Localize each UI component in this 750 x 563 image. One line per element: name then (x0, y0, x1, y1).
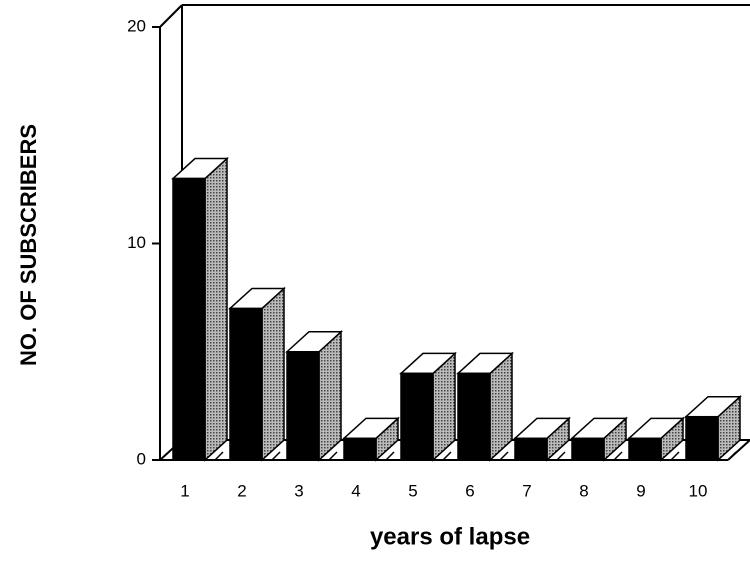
x-tick-label: 9 (636, 481, 645, 500)
y-axis-label: NO. OF SUBSCRIBERS (16, 124, 41, 366)
bar (399, 351, 457, 462)
bar (456, 351, 514, 462)
bar-front (400, 372, 434, 461)
x-tick (613, 451, 623, 461)
x-tick (499, 451, 509, 461)
x-tick (442, 451, 452, 461)
bar (513, 416, 571, 462)
bar-front (229, 307, 263, 461)
bar-side (318, 330, 342, 462)
x-tick-label: 2 (237, 481, 246, 500)
bar-front (514, 437, 548, 461)
x-tick-label: 3 (294, 481, 303, 500)
x-tick (727, 451, 737, 461)
x-tick-label: 8 (579, 481, 588, 500)
x-tick-label: 1 (180, 481, 189, 500)
bar (342, 416, 400, 462)
x-tick (670, 451, 680, 461)
y-tick-label: 20 (127, 16, 146, 35)
x-tick-label: 7 (522, 481, 531, 500)
x-tick-label: 6 (465, 481, 474, 500)
bar-side (261, 286, 285, 462)
x-tick (556, 451, 566, 461)
bar-front (571, 437, 605, 461)
y-tick-label: 10 (127, 233, 146, 252)
x-tick (214, 451, 224, 461)
x-tick (385, 451, 395, 461)
x-tick-label: 5 (408, 481, 417, 500)
bar (228, 286, 286, 462)
y-tick-label: 0 (137, 449, 146, 468)
x-tick-label: 4 (351, 481, 360, 500)
bar (627, 416, 685, 462)
bar (171, 156, 229, 462)
bar (285, 330, 343, 462)
x-tick (271, 451, 281, 461)
bar-front (286, 351, 320, 461)
bar (684, 395, 742, 462)
x-tick-label: 10 (689, 481, 708, 500)
x-tick (328, 451, 338, 461)
bar-front (685, 415, 719, 461)
bar-front (343, 437, 377, 461)
x-axis-label: years of lapse (370, 523, 530, 550)
bar-side (204, 156, 228, 462)
bar-front (172, 177, 206, 461)
bar-front (628, 437, 662, 461)
bar-front (457, 372, 491, 461)
bar (570, 416, 628, 462)
